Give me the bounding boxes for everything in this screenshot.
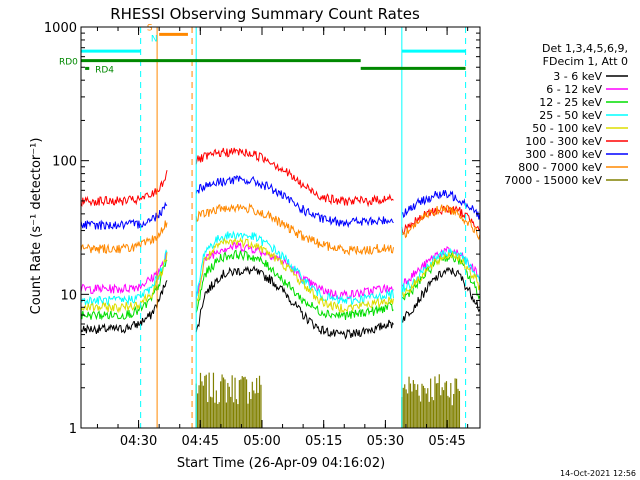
legend-entry-label: 6 - 12 keV bbox=[546, 83, 602, 96]
series-3-6-keV bbox=[81, 265, 480, 340]
legend-entry-label: 25 - 50 keV bbox=[539, 109, 602, 122]
series-line bbox=[195, 265, 394, 340]
y-tick-label: 1 bbox=[69, 422, 77, 437]
series-line bbox=[81, 220, 168, 254]
series-line bbox=[81, 249, 168, 307]
series-300-800-keV bbox=[81, 174, 480, 231]
x-tick-label: 05:15 bbox=[305, 434, 342, 449]
series-line bbox=[81, 251, 168, 295]
series-line bbox=[195, 237, 394, 314]
series-line bbox=[401, 251, 480, 301]
series-line bbox=[195, 249, 394, 320]
series-line bbox=[401, 266, 480, 323]
series-line bbox=[195, 147, 394, 208]
legend-entry-label: 100 - 300 keV bbox=[525, 135, 602, 148]
flag-label: RD4 bbox=[95, 65, 114, 75]
plot-frame bbox=[80, 26, 481, 429]
y-tick-label: 1000 bbox=[44, 21, 77, 36]
chart-title: RHESSI Observing Summary Count Rates bbox=[110, 5, 420, 23]
x-tick-label: 05:45 bbox=[428, 434, 465, 449]
legend-entry-label: 800 - 7000 keV bbox=[518, 161, 602, 174]
series-line bbox=[81, 280, 168, 335]
series-line bbox=[195, 202, 394, 256]
series-50-100-keV bbox=[81, 237, 480, 314]
x-tick-label: 04:45 bbox=[182, 434, 219, 449]
series-800-7000-keV bbox=[81, 202, 480, 256]
axes-layer: RD0 RD4 SN 1 10 100 1000 04:30 04:45 05:00 05:15 05… bbox=[44, 21, 481, 449]
x-tick-label: 05:00 bbox=[243, 434, 280, 449]
series-line bbox=[401, 205, 480, 235]
legend: Det 1,3,4,5,6,9,FDecim 1, Att 0 3 - 6 keV… bbox=[504, 42, 628, 187]
timestamp: 14-Oct-2021 12:56 bbox=[560, 469, 636, 478]
y-axis-label: Count Rate (s⁻¹ detector⁻¹) bbox=[29, 138, 44, 315]
flag-label: N bbox=[151, 34, 158, 44]
flag-label: RD0 bbox=[59, 58, 78, 68]
series-line bbox=[81, 170, 168, 207]
x-tick-label: 04:30 bbox=[120, 434, 157, 449]
series-line bbox=[195, 241, 394, 300]
series-line bbox=[401, 190, 480, 220]
flag-label: S bbox=[147, 24, 153, 34]
legend-entry-label: 7000 - 15000 keV bbox=[504, 174, 602, 187]
legend-header: FDecim 1, Att 0 bbox=[543, 55, 628, 68]
legend-entry-label: 300 - 800 keV bbox=[525, 148, 602, 161]
legend-entry-label: 3 - 6 keV bbox=[553, 70, 602, 83]
series-line bbox=[195, 230, 394, 306]
legend-entry-label: 12 - 25 keV bbox=[539, 96, 602, 109]
series-line bbox=[401, 204, 480, 241]
x-axis-label: Start Time (26-Apr-09 04:16:02) bbox=[177, 456, 385, 471]
y-tick-label: 10 bbox=[60, 288, 77, 303]
x-tick-label: 05:30 bbox=[367, 434, 404, 449]
series-line bbox=[401, 250, 480, 298]
legend-entry-label: 50 - 100 keV bbox=[532, 122, 602, 135]
series-line bbox=[81, 252, 168, 314]
series-line bbox=[195, 174, 394, 229]
series-line bbox=[81, 201, 168, 231]
data-layer bbox=[81, 27, 480, 428]
y-tick-label: 100 bbox=[52, 155, 77, 170]
legend-header: Det 1,3,4,5,6,9, bbox=[542, 42, 628, 55]
series-100-300-keV bbox=[81, 147, 480, 235]
